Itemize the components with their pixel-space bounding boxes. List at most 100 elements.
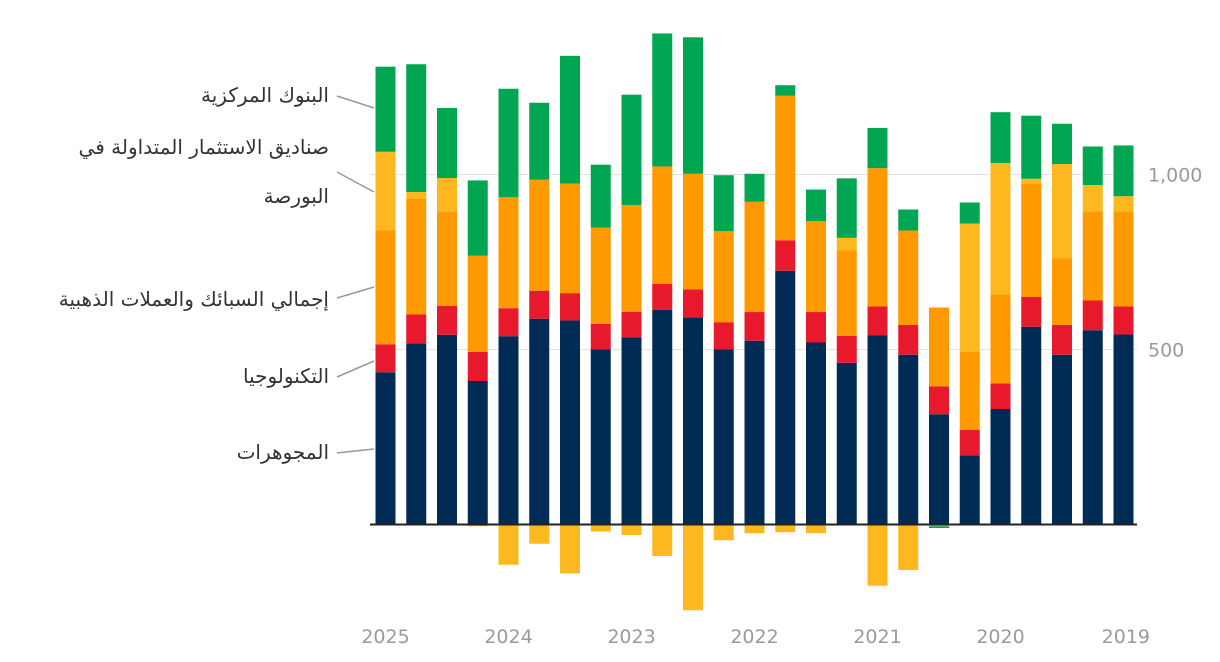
- legend-label: البنوك المركزية: [201, 83, 329, 107]
- x-axis: 2025 2024 2023 2022 2021 2020 2019: [361, 626, 1150, 648]
- bar-segment-series-3: [437, 178, 457, 212]
- bar-segment-series-0: [683, 317, 703, 525]
- legend-leader-line: [336, 95, 375, 109]
- bar-segment-series-2: [836, 250, 857, 336]
- legend-label: التكنولوجيا: [243, 364, 329, 388]
- bar-segment-series-4: [375, 66, 396, 152]
- bar-segment-series-2: [1052, 258, 1072, 325]
- bar-segment-series-4: [959, 202, 980, 224]
- bar-segment-series-4: [437, 108, 457, 178]
- bar-segment-series-1: [713, 322, 734, 350]
- bar-segment-series-1: [560, 293, 580, 321]
- x-tick-label: 2025: [361, 626, 409, 648]
- legend-leader-line: [336, 448, 375, 454]
- bar-stack: [929, 307, 949, 528]
- bar-segment-series-0: [744, 340, 765, 525]
- bar-segment-series-2: [1113, 211, 1134, 307]
- bar-stack: [1021, 115, 1042, 525]
- bar-segment-series-4: [1082, 146, 1103, 185]
- bar-stack: [498, 88, 519, 565]
- bar-segment-series-2: [590, 227, 611, 324]
- bar-segment-series-2: [1021, 183, 1042, 297]
- bar-segment-series-4: [560, 55, 580, 184]
- legend-label: إجمالي السبائك والعملات الذهبية: [59, 287, 329, 312]
- bar-segment-series-0: [1082, 330, 1103, 525]
- bar-segment-series-0: [959, 455, 980, 525]
- legend-label: البورصة: [264, 184, 329, 208]
- bar-segment-series-1: [929, 386, 949, 415]
- bar-segment-series-0: [990, 409, 1011, 525]
- bar-segment-series-0: [652, 309, 673, 525]
- legend-item: المجوهرات: [237, 440, 375, 464]
- bar-stack: [713, 175, 734, 541]
- bar-segment-series-2: [498, 197, 519, 309]
- bar-segment-series-2: [1082, 211, 1103, 301]
- bar-segment-series-1: [1052, 325, 1072, 355]
- bar-segment-series-3: [529, 524, 550, 544]
- bar-segment-series-1: [529, 290, 550, 319]
- legend: البنوك المركزية صناديق الاستثمار المتداول…: [59, 83, 375, 464]
- bar-segment-series-2: [990, 294, 1011, 384]
- bar-segment-series-4: [1052, 123, 1072, 164]
- bar-segment-series-0: [437, 334, 457, 525]
- bar-stack: [990, 112, 1011, 525]
- bar-segment-series-0: [713, 349, 734, 525]
- bar-segment-series-4: [1113, 145, 1134, 197]
- bar-segment-series-3: [898, 524, 919, 570]
- bar-segment-series-0: [529, 318, 550, 525]
- bar-segment-series-4: [683, 37, 703, 174]
- x-tick-label: 2020: [976, 626, 1024, 648]
- bar-segment-series-0: [806, 342, 826, 525]
- bar-segment-series-0: [1021, 326, 1042, 525]
- y-axis: 500 1,000: [1148, 165, 1202, 362]
- bar-segment-series-3: [836, 237, 857, 251]
- x-tick-label: 2023: [607, 626, 655, 648]
- bar-segment-series-4: [713, 175, 734, 232]
- bar-segment-series-0: [1113, 334, 1134, 525]
- legend-item: البنوك المركزية: [201, 83, 375, 109]
- bar-segment-series-2: [929, 307, 949, 387]
- bar-segment-series-4: [898, 209, 919, 231]
- bar-stack: [590, 164, 611, 532]
- bar-stack: [775, 85, 796, 533]
- bar-segment-series-1: [990, 383, 1011, 409]
- bar-segment-series-1: [898, 325, 919, 355]
- bar-segment-series-2: [467, 255, 488, 352]
- bar-segment-series-3: [775, 524, 796, 533]
- bar-segment-series-0: [621, 337, 642, 525]
- bar-segment-series-1: [775, 240, 796, 271]
- bar-stack: [744, 173, 765, 534]
- bar-segment-series-4: [806, 189, 826, 222]
- bar-stack: [467, 180, 488, 527]
- bar-segment-series-1: [375, 344, 396, 373]
- bar-segment-series-3: [406, 192, 427, 199]
- bar-stack: [898, 209, 919, 570]
- bar-segment-series-4: [867, 127, 888, 169]
- bar-segment-series-3: [560, 524, 580, 574]
- bar-segment-series-4: [467, 180, 488, 256]
- bar-segment-series-2: [898, 230, 919, 325]
- bar-segment-series-0: [867, 335, 888, 525]
- bar-stack: [1113, 145, 1134, 525]
- legend-item: التكنولوجيا: [243, 360, 375, 388]
- bar-segment-series-3: [375, 151, 396, 231]
- bar-segment-series-4: [775, 85, 796, 96]
- bar-segment-series-0: [898, 354, 919, 525]
- bar-segment-series-2: [683, 173, 703, 290]
- bar-segment-series-1: [836, 335, 857, 363]
- bar-segment-series-0: [836, 362, 857, 525]
- bar-segment-series-3: [959, 223, 980, 352]
- bar-segment-series-2: [775, 95, 796, 241]
- bar-segment-series-1: [867, 306, 888, 336]
- bar-segment-series-3: [867, 524, 888, 586]
- bar-stack: [375, 66, 396, 525]
- bar-segment-series-1: [806, 312, 826, 343]
- bar-segment-series-3: [713, 524, 734, 541]
- bar-segment-series-2: [652, 166, 673, 284]
- bar-stack: [806, 189, 826, 534]
- bar-segment-series-1: [959, 430, 980, 456]
- bar-segment-series-2: [713, 231, 734, 323]
- legend-item: إجمالي السبائك والعملات الذهبية: [59, 286, 375, 312]
- bar-segment-series-1: [1082, 300, 1103, 331]
